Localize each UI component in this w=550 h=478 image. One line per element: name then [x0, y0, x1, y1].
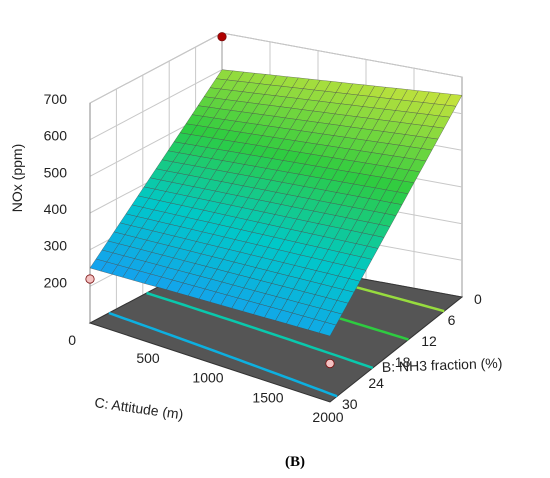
x-axis-title: C: Attitude (m) [94, 394, 185, 422]
design-point [85, 274, 95, 284]
z-tick-label: 700 [44, 91, 68, 107]
x-tick-label: 2000 [312, 409, 343, 425]
x-tick-label: 500 [136, 350, 160, 366]
surface-cell [318, 321, 337, 337]
x-tick-label: 1500 [252, 389, 283, 405]
contour-line [108, 311, 338, 398]
panel-label: (B) [285, 454, 305, 470]
z-tick-label: 200 [44, 274, 68, 290]
design-point [217, 32, 227, 42]
y-tick-label: 18 [395, 354, 411, 370]
y-tick-label: 24 [368, 375, 384, 391]
z-tick-label: 300 [44, 238, 68, 254]
y-tick-label: 12 [421, 333, 437, 349]
design-point [325, 358, 335, 369]
z-tick-label: 400 [44, 201, 68, 217]
x-tick-label: 0 [68, 332, 76, 348]
x-tick-label: 1000 [192, 370, 223, 386]
z-tick-label: 500 [44, 164, 68, 180]
response-surface [89, 69, 463, 337]
y-tick-label: 0 [474, 291, 482, 307]
y-axis-title: B: NH3 fraction (%) [382, 355, 503, 375]
y-tick-label: 6 [448, 312, 456, 328]
design-points [85, 32, 335, 369]
y-tick-label: 30 [342, 396, 358, 412]
contour-line [146, 291, 374, 370]
tick-labels: 200 300 400 500 600 700 0 500 1000 1500 2000 0 6 12 18… [44, 91, 482, 425]
z-tick-label: 600 [44, 128, 68, 144]
z-axis-title: NOx (ppm) [9, 144, 25, 212]
